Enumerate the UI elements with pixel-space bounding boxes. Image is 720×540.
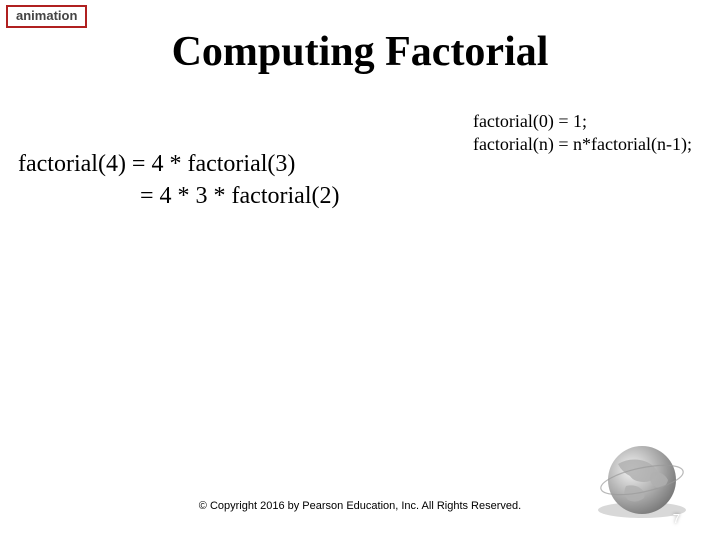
rule-line-2: factorial(n) = n*factorial(n-1); [473, 133, 692, 156]
copyright-text: © Copyright 2016 by Pearson Education, I… [0, 500, 720, 512]
page-number: 7 [673, 511, 680, 526]
step-line-2: = 4 * 3 * factorial(2) [18, 180, 339, 212]
rule-definitions: factorial(0) = 1; factorial(n) = n*facto… [473, 110, 692, 157]
animation-badge: animation [6, 5, 87, 28]
rule-line-1: factorial(0) = 1; [473, 110, 692, 133]
badge-label: animation [16, 8, 77, 23]
page-title: Computing Factorial [0, 28, 720, 76]
step-line-1: factorial(4) = 4 * factorial(3) [18, 148, 339, 180]
computation-steps: factorial(4) = 4 * factorial(3) = 4 * 3 … [18, 148, 339, 213]
